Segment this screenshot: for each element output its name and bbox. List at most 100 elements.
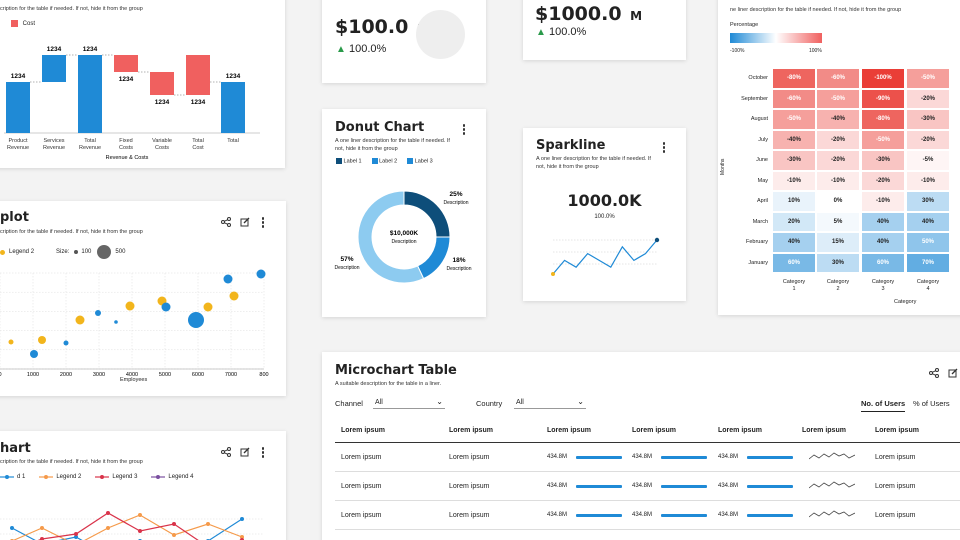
heatmap-cell[interactable]: -40%	[816, 109, 860, 130]
heatmap-cell[interactable]: -20%	[816, 129, 860, 150]
scatter-point[interactable]	[188, 312, 204, 328]
heatmap-cell[interactable]: 30%	[906, 191, 950, 212]
line-point[interactable]	[138, 529, 142, 533]
country-filter-select[interactable]: All ⌄	[514, 397, 586, 409]
heatmap-cell[interactable]: 10%	[772, 191, 816, 212]
heatmap-cell[interactable]: 20%	[772, 211, 816, 232]
line-legend-item[interactable]: Legend 4	[151, 474, 193, 480]
scatter-point[interactable]	[114, 320, 118, 324]
share-icon[interactable]	[929, 368, 939, 378]
heatmap-cell[interactable]: 40%	[906, 211, 950, 232]
more-options-icon[interactable]	[661, 142, 667, 154]
heatmap-cell[interactable]: 40%	[861, 211, 905, 232]
scatter-point[interactable]	[223, 274, 233, 284]
waterfall-bar-label: 1234	[83, 46, 98, 53]
heatmap-cell[interactable]: -50%	[772, 109, 816, 130]
scatter-point[interactable]	[30, 350, 38, 358]
scatter-point[interactable]	[75, 315, 85, 325]
table-row[interactable]: Lorem ipsum Lorem ipsum 434.8M 434.8M 434.8M…	[335, 501, 960, 530]
heatmap-cell[interactable]: 40%	[861, 232, 905, 253]
line-point[interactable]	[74, 535, 78, 539]
heatmap-cell[interactable]: -50%	[816, 88, 860, 109]
column-header[interactable]: Lorem ipsum	[341, 427, 385, 434]
edit-icon[interactable]	[948, 368, 958, 378]
tab-no-of-users[interactable]: No. of Users	[861, 399, 906, 412]
line-point[interactable]	[10, 526, 14, 530]
column-header[interactable]: Lorem ipsum	[802, 427, 846, 434]
heatmap-cell[interactable]: 15%	[816, 232, 860, 253]
line-point[interactable]	[172, 533, 176, 537]
donut-slice[interactable]	[416, 236, 451, 280]
scatter-point[interactable]	[256, 269, 266, 279]
line-point[interactable]	[106, 526, 110, 530]
heatmap-cell[interactable]: -60%	[816, 68, 860, 89]
line-point[interactable]	[40, 526, 44, 530]
scatter-point[interactable]	[63, 340, 69, 346]
heatmap-cell[interactable]: 60%	[861, 252, 905, 273]
heatmap-cell[interactable]: -80%	[772, 68, 816, 89]
line-legend-item[interactable]: Legend 3	[95, 474, 137, 480]
heatmap-cell[interactable]: 40%	[772, 232, 816, 253]
heatmap-cell[interactable]: -50%	[861, 129, 905, 150]
tab-pct-of-users[interactable]: % of Users	[913, 399, 950, 408]
donut-chart: $10,000K Description 25% Description 18%…	[334, 190, 472, 284]
line-point[interactable]	[40, 537, 44, 540]
heatmap-cell[interactable]: 30%	[816, 252, 860, 273]
donut-slice[interactable]	[357, 190, 425, 284]
edit-icon[interactable]	[240, 447, 250, 457]
heatmap-cell[interactable]: -20%	[906, 129, 950, 150]
heatmap-cell[interactable]: -50%	[906, 68, 950, 89]
heatmap-cell[interactable]: -40%	[772, 129, 816, 150]
heatmap-cell[interactable]: -100%	[861, 68, 905, 89]
scatter-point[interactable]	[8, 339, 14, 345]
scatter-point[interactable]	[203, 302, 213, 312]
column-header[interactable]: Lorem ipsum	[718, 427, 762, 434]
edit-icon[interactable]	[240, 217, 250, 227]
line-point[interactable]	[138, 513, 142, 517]
line-legend-item[interactable]: Legend 2	[39, 474, 81, 480]
line-legend-item[interactable]: d 1	[0, 474, 25, 480]
heatmap-cell[interactable]: -5%	[906, 150, 950, 171]
heatmap-cell[interactable]: 50%	[906, 232, 950, 253]
more-options-icon[interactable]	[461, 124, 467, 136]
scatter-point[interactable]	[38, 336, 46, 344]
scatter-point[interactable]	[125, 301, 135, 311]
heatmap-cell[interactable]: -30%	[772, 150, 816, 171]
heatmap-cell[interactable]: -10%	[906, 170, 950, 191]
heatmap-cell[interactable]: 70%	[906, 252, 950, 273]
heatmap-cell[interactable]: -80%	[861, 109, 905, 130]
heatmap-cell[interactable]: 5%	[816, 211, 860, 232]
column-header[interactable]: Lorem ipsum	[547, 427, 591, 434]
column-header[interactable]: Lorem ipsum	[875, 427, 919, 434]
scatter-point[interactable]	[229, 291, 239, 301]
table-row[interactable]: Lorem ipsum Lorem ipsum 434.8M 434.8M 434.8M…	[335, 443, 960, 472]
line-point[interactable]	[74, 532, 78, 536]
heatmap-cell[interactable]: -20%	[816, 150, 860, 171]
line-point[interactable]	[206, 522, 210, 526]
scatter-point[interactable]	[161, 302, 171, 312]
share-icon[interactable]	[221, 447, 231, 457]
share-icon[interactable]	[221, 217, 231, 227]
more-options-icon[interactable]	[260, 447, 266, 459]
scatter-point[interactable]	[95, 310, 101, 316]
heatmap-cell[interactable]: 60%	[772, 252, 816, 273]
heatmap-cell[interactable]: -20%	[906, 88, 950, 109]
column-header[interactable]: Lorem ipsum	[632, 427, 676, 434]
heatmap-cell[interactable]: 0%	[816, 191, 860, 212]
line-point[interactable]	[240, 517, 244, 521]
heatmap-cell[interactable]: -60%	[772, 88, 816, 109]
heatmap-cell[interactable]: -90%	[861, 88, 905, 109]
column-header[interactable]: Lorem ipsum	[449, 427, 493, 434]
table-row[interactable]: Lorem ipsum Lorem ipsum 434.8M 434.8M 434.8M…	[335, 472, 960, 501]
line-point[interactable]	[106, 511, 110, 515]
heatmap-cell[interactable]: -30%	[861, 150, 905, 171]
heatmap-cell[interactable]: -20%	[861, 170, 905, 191]
heatmap-cell[interactable]: -30%	[906, 109, 950, 130]
line-point[interactable]	[172, 522, 176, 526]
line-point[interactable]	[240, 535, 244, 539]
heatmap-cell[interactable]: -10%	[772, 170, 816, 191]
more-options-icon[interactable]	[260, 217, 266, 229]
heatmap-cell[interactable]: -10%	[816, 170, 860, 191]
channel-filter-select[interactable]: All ⌄	[373, 397, 445, 409]
heatmap-cell[interactable]: -10%	[861, 191, 905, 212]
